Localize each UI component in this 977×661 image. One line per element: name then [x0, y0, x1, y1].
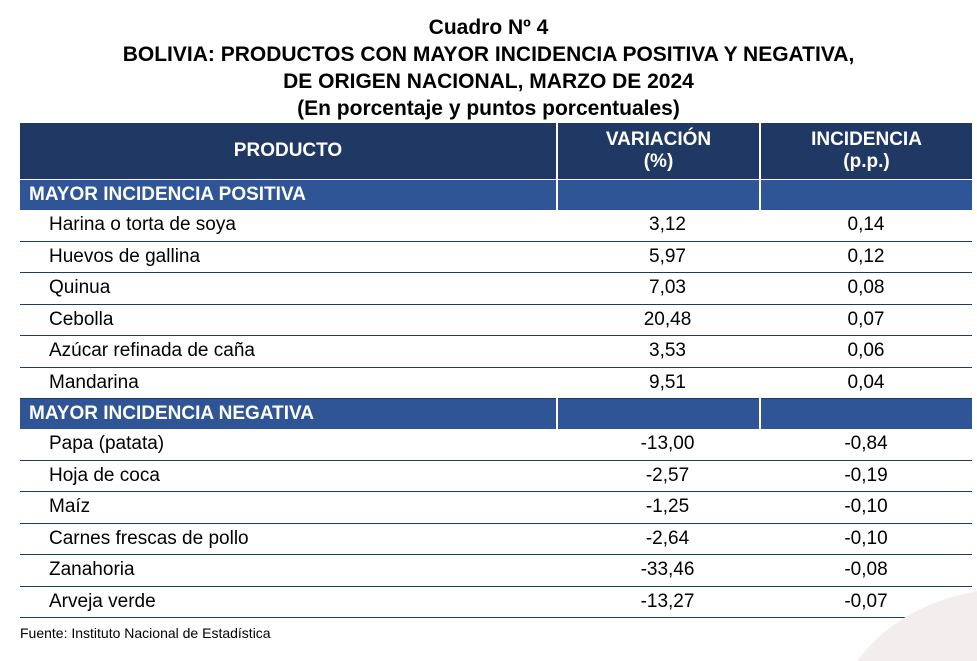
section-row-negative: MAYOR INCIDENCIA NEGATIVA [20, 398, 972, 429]
product-name: Quinua [20, 272, 557, 305]
incidencia-value: -0,10 [760, 523, 972, 555]
product-name: Harina o torta de soya [20, 210, 557, 242]
decorative-swoosh [857, 591, 977, 661]
table-row: Arveja verde -13,27 -0,07 [20, 586, 972, 618]
table-row: Zanahoria -33,46 -0,08 [20, 554, 972, 587]
incidencia-value: -0,10 [760, 491, 972, 524]
header-incidencia: INCIDENCIA (p.p.) [760, 123, 972, 180]
product-name: Cebolla [20, 304, 557, 336]
table-number: Cuadro Nº 4 [428, 16, 549, 39]
variacion-value: -2,57 [557, 460, 760, 492]
table-row: Quinua 7,03 0,08 [20, 272, 972, 305]
incidencia-value: 0,06 [760, 335, 972, 368]
variacion-value: -2,64 [557, 523, 760, 555]
table-row: Papa (patata) -13,00 -0,84 [20, 429, 972, 461]
table-row: Hoja de coca -2,57 -0,19 [20, 460, 972, 492]
variacion-value: -33,46 [557, 554, 760, 587]
incidencia-value: -0,19 [760, 460, 972, 492]
incidencia-value: 0,14 [760, 210, 972, 242]
section-spacer [557, 179, 761, 210]
section-row-positive: MAYOR INCIDENCIA POSITIVA [20, 179, 972, 210]
variacion-value: -13,27 [557, 586, 760, 618]
product-name: Azúcar refinada de caña [20, 335, 557, 368]
product-name: Mandarina [20, 367, 557, 399]
product-name: Hoja de coca [20, 460, 557, 492]
swoosh-shape [857, 591, 977, 661]
product-name: Carnes frescas de pollo [20, 523, 557, 555]
table-row: Azúcar refinada de caña 3,53 0,06 [20, 335, 972, 368]
incidencia-value: -0,08 [760, 554, 972, 587]
variacion-value: -1,25 [557, 491, 760, 524]
header-incidencia-unit: (p.p.) [843, 151, 890, 172]
incidencia-value: 0,07 [760, 304, 972, 336]
product-name: Maíz [20, 491, 557, 524]
product-name: Arveja verde [20, 586, 557, 618]
header-variacion-label: VARIACIÓN [605, 129, 712, 150]
variacion-value: 3,53 [557, 335, 760, 368]
table-row: Huevos de gallina 5,97 0,12 [20, 241, 972, 273]
variacion-value: 7,03 [557, 272, 760, 305]
product-name: Zanahoria [20, 554, 557, 587]
variacion-value: 3,12 [557, 210, 760, 242]
table-title: BOLIVIA: PRODUCTOS CON MAYOR INCIDENCIA … [122, 43, 855, 66]
section-label: MAYOR INCIDENCIA POSITIVA [20, 179, 558, 210]
table-row: Maíz -1,25 -0,10 [20, 491, 972, 524]
variacion-value: 20,48 [557, 304, 760, 336]
incidence-table: PRODUCTO VARIACIÓN (%) INCIDENCIA (p.p.)… [20, 123, 972, 618]
product-name: Papa (patata) [20, 429, 557, 461]
variacion-value: 9,51 [557, 367, 760, 399]
incidencia-value: 0,08 [760, 272, 972, 305]
section-spacer [557, 398, 761, 429]
table-title-continued: DE ORIGEN NACIONAL, MARZO DE 2024 [283, 70, 694, 93]
incidencia-value: -0,84 [760, 429, 972, 461]
incidencia-value: 0,04 [760, 367, 972, 399]
incidencia-value: 0,12 [760, 241, 972, 273]
table-row: Harina o torta de soya 3,12 0,14 [20, 210, 972, 242]
section-spacer [760, 179, 972, 210]
header-variacion-unit: (%) [643, 151, 674, 172]
product-name: Huevos de gallina [20, 241, 557, 273]
table-units: (En porcentaje y puntos porcentuales) [297, 97, 680, 120]
variacion-value: 5,97 [557, 241, 760, 273]
section-label: MAYOR INCIDENCIA NEGATIVA [20, 398, 558, 429]
table-header-row: PRODUCTO VARIACIÓN (%) INCIDENCIA (p.p.) [20, 123, 972, 180]
header-variacion: VARIACIÓN (%) [557, 123, 761, 180]
table-title-block: Cuadro Nº 4 BOLIVIA: PRODUCTOS CON MAYOR… [0, 14, 977, 122]
variacion-value: -13,00 [557, 429, 760, 461]
header-incidencia-label: INCIDENCIA [811, 129, 922, 150]
table-row: Mandarina 9,51 0,04 [20, 367, 972, 399]
section-spacer [760, 398, 972, 429]
table-row: Carnes frescas de pollo -2,64 -0,10 [20, 523, 972, 555]
source-note: Fuente: Instituto Nacional de Estadístic… [20, 625, 271, 641]
header-producto: PRODUCTO [20, 123, 558, 180]
table-row: Cebolla 20,48 0,07 [20, 304, 972, 336]
